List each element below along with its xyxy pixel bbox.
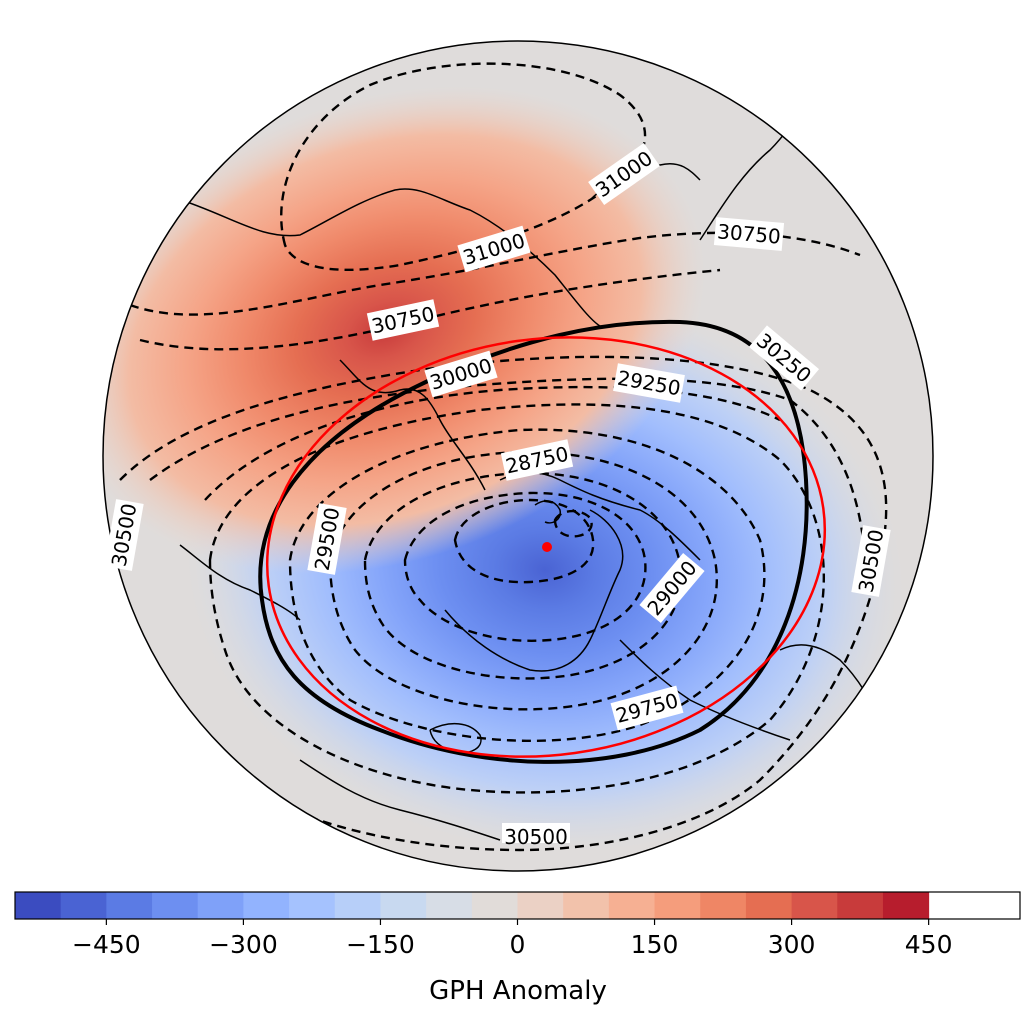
gph-contours — [119, 62, 888, 852]
coastline-hudson — [619, 639, 791, 741]
contour-31000-loop — [280, 62, 647, 272]
colorbar-segment — [106, 892, 153, 919]
colorbar-tick-label: −450 — [72, 930, 141, 959]
colorbar-segment — [563, 892, 610, 919]
colorbar-frame — [14, 891, 1021, 920]
vortex-ellipse — [265, 336, 827, 758]
coastline-iceland — [429, 723, 482, 754]
contour-30250 — [149, 377, 867, 561]
colorbar-segment — [745, 892, 793, 919]
colorbar — [15, 892, 930, 919]
colorbar-segment — [334, 892, 381, 919]
colorbar-tick-label: 300 — [768, 930, 816, 959]
contour-28750 — [403, 491, 647, 642]
coastline-eurasia — [339, 359, 486, 491]
colorbar-segment — [380, 892, 427, 919]
colorbar-label: GPH Anomaly — [429, 976, 607, 1006]
colorbar-segment — [426, 892, 473, 919]
colorbar-segment — [654, 892, 701, 919]
coastline-greenland — [444, 509, 624, 672]
contour-label: 30750 — [716, 219, 781, 248]
contour-28250 — [553, 509, 593, 538]
contour-label: 30500 — [504, 825, 568, 849]
colorbar-tick-label: 450 — [905, 930, 953, 959]
coastline-svalbard — [534, 500, 561, 524]
coastline-europe — [299, 759, 501, 841]
contour-28500 — [453, 498, 595, 584]
colorbar-segment — [197, 892, 244, 919]
contour-29250 — [328, 450, 718, 711]
colorbar-ticks: −450 −300 −150 0 150 300 450 — [72, 919, 952, 959]
contour-30500 — [119, 355, 888, 852]
contour-30750-mid — [139, 268, 721, 351]
contour-29000 — [363, 471, 683, 680]
colorbar-tick-label: 0 — [510, 930, 526, 959]
colorbar-segment — [882, 892, 930, 919]
colorbar-segment — [15, 892, 62, 919]
colorbar-segment — [243, 892, 290, 919]
colorbar-segment — [60, 892, 107, 919]
colorbar-segment — [608, 892, 656, 919]
contour-29750 — [208, 403, 825, 794]
colorbar-segment — [700, 892, 747, 919]
coastline-scandinavia — [179, 544, 301, 621]
colorbar-segment — [471, 892, 518, 919]
contour-30750-north — [129, 231, 861, 316]
colorbar-segment — [791, 892, 838, 919]
colorbar-segment — [152, 892, 199, 919]
coastline-siberia — [174, 188, 601, 327]
vortex-centroid — [542, 542, 552, 552]
map-boundary — [102, 40, 934, 872]
colorbar-segment — [837, 892, 884, 919]
contour-30000 — [204, 385, 781, 501]
colorbar-segment — [289, 892, 336, 919]
contour-labels: 31000 31000 30750 30750 30250 30000 2925… — [104, 143, 891, 849]
contour-29500 — [288, 428, 766, 742]
colorbar-segment — [517, 892, 564, 919]
colorbar-tick-label: −150 — [346, 930, 415, 959]
colorbar-tick-label: −300 — [209, 930, 278, 959]
colorbar-tick-label: 150 — [631, 930, 679, 959]
